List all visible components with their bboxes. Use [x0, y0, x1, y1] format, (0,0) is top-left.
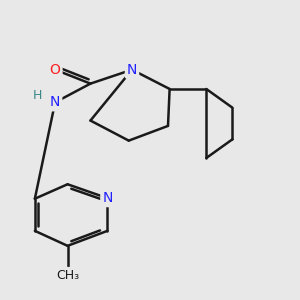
Text: N: N: [102, 191, 113, 205]
Text: CH₃: CH₃: [56, 269, 79, 282]
Text: O: O: [50, 63, 61, 77]
Text: N: N: [127, 63, 137, 77]
Text: H: H: [32, 89, 42, 102]
Text: N: N: [50, 95, 60, 110]
